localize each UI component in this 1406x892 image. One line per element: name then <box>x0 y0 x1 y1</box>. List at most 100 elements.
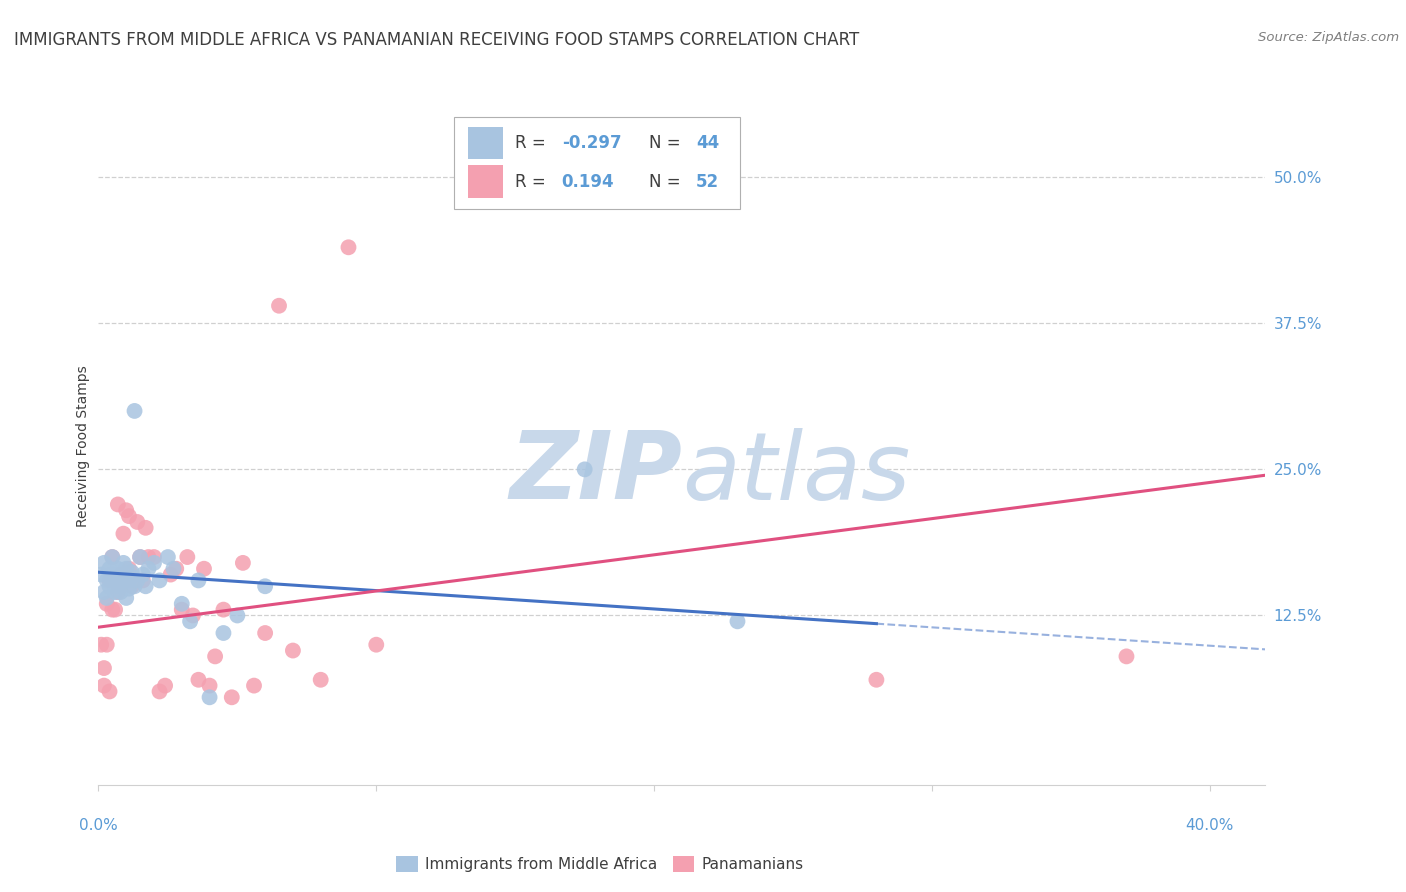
Point <box>337 240 360 254</box>
Text: Source: ZipAtlas.com: Source: ZipAtlas.com <box>1258 31 1399 45</box>
Point <box>124 579 146 593</box>
Point <box>115 503 138 517</box>
Point <box>93 679 115 693</box>
Point <box>124 404 146 418</box>
Point <box>115 567 138 582</box>
Point <box>132 574 155 588</box>
Point <box>96 597 118 611</box>
Point <box>1115 649 1137 664</box>
Text: IMMIGRANTS FROM MIDDLE AFRICA VS PANAMANIAN RECEIVING FOOD STAMPS CORRELATION CH: IMMIGRANTS FROM MIDDLE AFRICA VS PANAMAN… <box>14 31 859 49</box>
Point <box>107 585 129 599</box>
Point <box>107 498 129 512</box>
Point <box>118 562 141 576</box>
Point <box>115 591 138 605</box>
Point <box>121 570 143 584</box>
Point <box>118 582 141 596</box>
Point <box>96 638 118 652</box>
Point <box>112 556 135 570</box>
Point <box>170 602 193 616</box>
Point <box>112 574 135 588</box>
Point <box>90 567 112 582</box>
Point <box>187 673 209 687</box>
Text: 40.0%: 40.0% <box>1185 818 1234 833</box>
Point <box>121 566 143 580</box>
Point <box>98 684 121 698</box>
Point <box>309 673 332 687</box>
Point <box>121 579 143 593</box>
Point <box>104 585 127 599</box>
Text: R =: R = <box>515 173 557 191</box>
Point <box>865 673 887 687</box>
Text: N =: N = <box>650 173 686 191</box>
Point <box>110 567 132 582</box>
Point <box>98 562 121 576</box>
Point <box>153 679 176 693</box>
Point <box>90 638 112 652</box>
Point <box>221 690 243 705</box>
Point <box>98 574 121 588</box>
Point <box>96 591 118 605</box>
Point <box>243 679 266 693</box>
Text: -0.297: -0.297 <box>562 134 621 152</box>
Point <box>143 556 166 570</box>
Point <box>110 585 132 599</box>
Point <box>101 549 124 564</box>
Text: 0.0%: 0.0% <box>79 818 118 833</box>
Point <box>93 585 115 599</box>
Point <box>96 574 118 588</box>
Point <box>148 574 170 588</box>
Point <box>148 684 170 698</box>
Point <box>112 574 135 588</box>
Point <box>132 567 155 582</box>
Point <box>107 562 129 576</box>
Point <box>104 574 127 588</box>
Point <box>98 579 121 593</box>
Point <box>138 549 160 564</box>
Point <box>159 567 181 582</box>
Point <box>118 574 141 588</box>
Point <box>129 549 152 564</box>
FancyBboxPatch shape <box>454 117 741 209</box>
Point <box>118 509 141 524</box>
Point <box>104 574 127 588</box>
Point <box>127 515 149 529</box>
FancyBboxPatch shape <box>468 127 503 160</box>
Point <box>112 526 135 541</box>
Point <box>179 615 201 629</box>
Legend: Immigrants from Middle Africa, Panamanians: Immigrants from Middle Africa, Panamania… <box>391 850 810 879</box>
Point <box>165 562 187 576</box>
Point <box>101 574 124 588</box>
Point <box>574 462 596 476</box>
Point <box>212 602 235 616</box>
Point <box>138 562 160 576</box>
Point <box>170 597 193 611</box>
Point <box>366 638 388 652</box>
Point <box>212 626 235 640</box>
Text: R =: R = <box>515 134 551 152</box>
Point <box>204 649 226 664</box>
Point <box>110 567 132 582</box>
Point <box>198 679 221 693</box>
FancyBboxPatch shape <box>468 165 503 198</box>
Point <box>156 549 179 564</box>
Point <box>135 521 157 535</box>
Point <box>93 556 115 570</box>
Point <box>127 574 149 588</box>
Point <box>267 299 290 313</box>
Text: 52: 52 <box>696 173 718 191</box>
Text: atlas: atlas <box>682 427 910 518</box>
Point <box>181 608 204 623</box>
Point <box>727 615 749 629</box>
Text: 0.194: 0.194 <box>562 173 614 191</box>
Point <box>254 626 277 640</box>
Point <box>193 562 215 576</box>
Point <box>101 602 124 616</box>
Point <box>281 643 304 657</box>
Point <box>110 579 132 593</box>
Point <box>101 567 124 582</box>
Point <box>187 574 209 588</box>
Point <box>93 661 115 675</box>
Point <box>115 562 138 576</box>
Text: N =: N = <box>650 134 686 152</box>
Point <box>124 574 146 588</box>
